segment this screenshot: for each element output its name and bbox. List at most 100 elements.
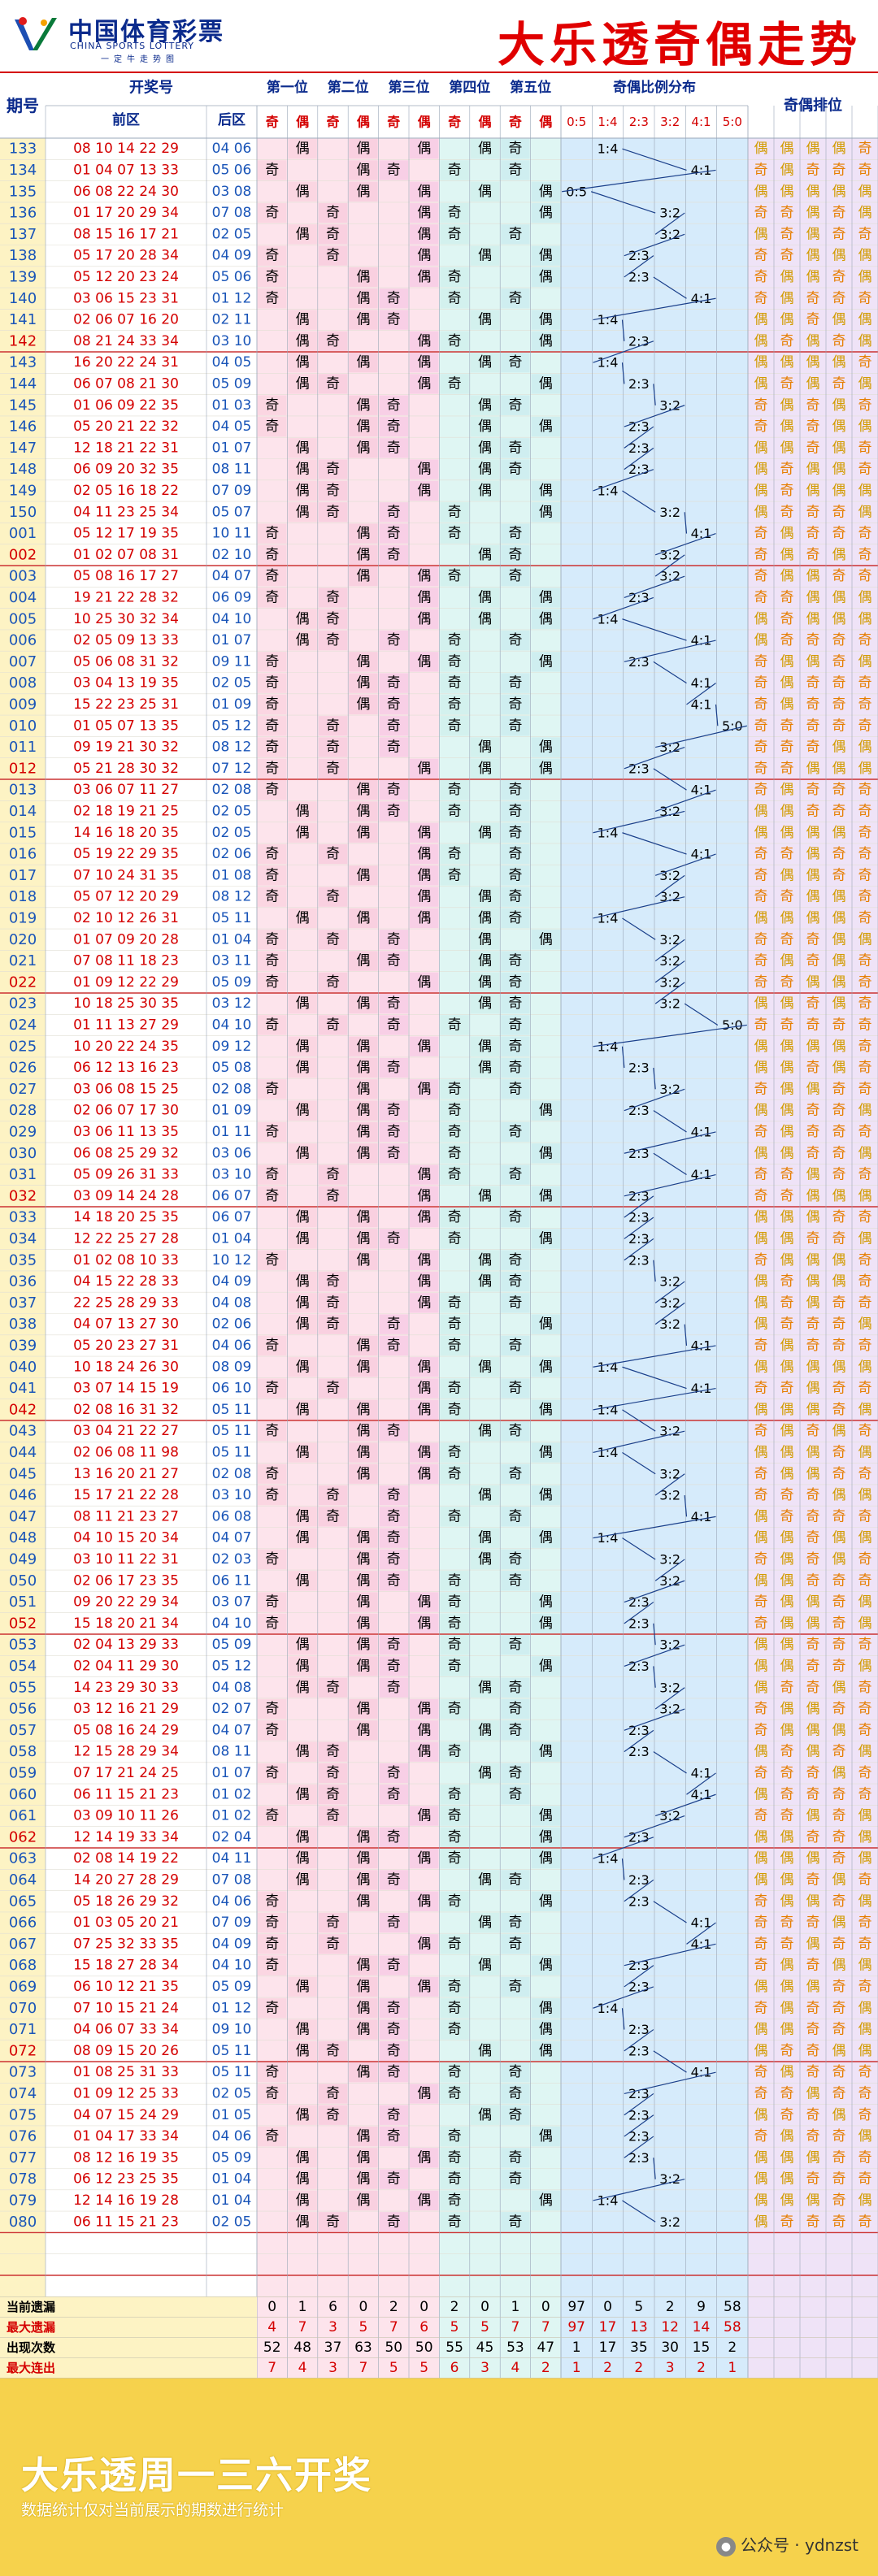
- ratio-mark: 0:5: [566, 184, 587, 199]
- pattern-mark: 偶: [858, 1145, 872, 1161]
- pattern-mark: 奇: [832, 2064, 846, 2080]
- position-mark: 偶: [356, 1252, 370, 1268]
- issue-number: 051: [9, 1594, 37, 1611]
- position-cell: [379, 716, 408, 736]
- pattern-mark: 奇: [858, 1081, 872, 1097]
- back-numbers: 05 12: [212, 718, 252, 734]
- stats-value: 17: [599, 2340, 617, 2356]
- pattern-mark: 偶: [806, 611, 820, 627]
- pattern-mark: 奇: [832, 226, 846, 242]
- position-cell: [379, 994, 408, 1014]
- back-numbers: 05 07: [212, 504, 252, 520]
- front-numbers: 08 15 16 17 21: [73, 226, 179, 242]
- position-mark: 偶: [539, 1615, 553, 1632]
- ratio-mark: 2:3: [628, 1146, 650, 1161]
- ratio-mark: 3:2: [659, 2214, 680, 2230]
- pattern-mark: 偶: [780, 1359, 794, 1375]
- pattern-mark: 奇: [832, 290, 846, 306]
- position-mark: 偶: [356, 1637, 370, 1653]
- position-mark: 偶: [417, 1893, 431, 1910]
- position-mark: 偶: [417, 1167, 431, 1183]
- position-mark: 奇: [448, 568, 462, 584]
- stats-value: 3: [328, 2360, 337, 2376]
- stats-value: 17: [599, 2319, 617, 2335]
- pattern-mark: 奇: [806, 162, 820, 178]
- position-cell: [410, 1442, 439, 1463]
- position-cell: [379, 288, 408, 309]
- header-ratio-label: 1:4: [598, 115, 617, 129]
- front-numbers: 12 22 25 27 28: [73, 1230, 179, 1247]
- position-cell: [288, 1314, 317, 1334]
- pattern-mark: 奇: [832, 867, 846, 883]
- pattern-mark: 偶: [780, 1658, 794, 1674]
- position-mark: 偶: [356, 184, 370, 200]
- position-cell: [470, 1271, 500, 1292]
- position-cell: [501, 1208, 530, 1228]
- pattern-mark: 偶: [780, 1871, 794, 1888]
- position-mark: 偶: [296, 1273, 310, 1290]
- pattern-mark: 偶: [806, 205, 820, 221]
- position-mark: 奇: [448, 205, 462, 221]
- position-mark: 奇: [265, 782, 279, 798]
- pattern-mark: 偶: [780, 1338, 794, 1354]
- front-numbers: 06 12 23 25 35: [73, 2171, 179, 2188]
- position-mark: 奇: [387, 718, 401, 734]
- position-mark: 偶: [478, 547, 492, 563]
- position-mark: 奇: [448, 846, 462, 862]
- position-cell: [318, 887, 348, 907]
- position-cell: [531, 930, 560, 950]
- issue-number: 044: [9, 1444, 37, 1461]
- position-mark: 奇: [448, 1808, 462, 1824]
- position-cell: [410, 1250, 439, 1270]
- position-mark: 奇: [265, 205, 279, 221]
- pattern-mark: 奇: [832, 1081, 846, 1097]
- pattern-mark: 偶: [832, 589, 846, 605]
- position-mark: 偶: [296, 1637, 310, 1653]
- back-numbers: 07 08: [212, 205, 252, 221]
- position-mark: 奇: [508, 526, 522, 542]
- issue-number: 038: [9, 1316, 37, 1333]
- position-mark: 偶: [478, 910, 492, 926]
- stats-value: 3: [328, 2319, 337, 2335]
- issue-number: 020: [9, 931, 37, 948]
- position-mark: 偶: [417, 910, 431, 926]
- position-cell: [410, 652, 439, 672]
- pattern-mark: 偶: [754, 1316, 768, 1333]
- pattern-mark: 偶: [754, 462, 768, 478]
- stats-value: 2: [697, 2360, 706, 2376]
- position-cell: [410, 1164, 439, 1185]
- position-mark: 偶: [478, 953, 492, 969]
- position-mark: 偶: [417, 1381, 431, 1397]
- position-mark: 偶: [296, 995, 310, 1012]
- position-cell: [410, 181, 439, 202]
- position-mark: 奇: [448, 375, 462, 392]
- pattern-mark: 奇: [858, 547, 872, 563]
- position-cell: [349, 416, 378, 437]
- position-mark: 偶: [356, 2192, 370, 2209]
- pattern-mark: 奇: [858, 1295, 872, 1311]
- pattern-mark: 奇: [832, 1744, 846, 1760]
- position-mark: 奇: [387, 397, 401, 414]
- back-numbers: 01 03: [212, 397, 252, 414]
- stats-value: 0: [541, 2299, 550, 2315]
- issue-column-bg: [0, 73, 46, 2379]
- position-cell: [349, 310, 378, 330]
- pattern-mark: 偶: [858, 589, 872, 605]
- pattern-column-bg: [748, 138, 878, 2379]
- position-cell: [379, 502, 408, 523]
- position-mark: 奇: [326, 1295, 340, 1311]
- position-cell: [501, 801, 530, 822]
- position-cell: [349, 694, 378, 715]
- back-numbers: 01 02: [212, 1808, 252, 1824]
- front-numbers: 08 09 15 20 26: [73, 2043, 179, 2059]
- position-cell: [501, 438, 530, 458]
- pattern-mark: 偶: [780, 1124, 794, 1140]
- position-cell: [531, 609, 560, 629]
- issue-number: 137: [9, 226, 37, 243]
- position-mark: 奇: [508, 568, 522, 584]
- position-cell: [440, 1314, 469, 1334]
- issue-number: 030: [9, 1145, 37, 1162]
- position-cell: [379, 1143, 408, 1164]
- position-cell: [318, 480, 348, 501]
- issue-number: 003: [9, 568, 37, 585]
